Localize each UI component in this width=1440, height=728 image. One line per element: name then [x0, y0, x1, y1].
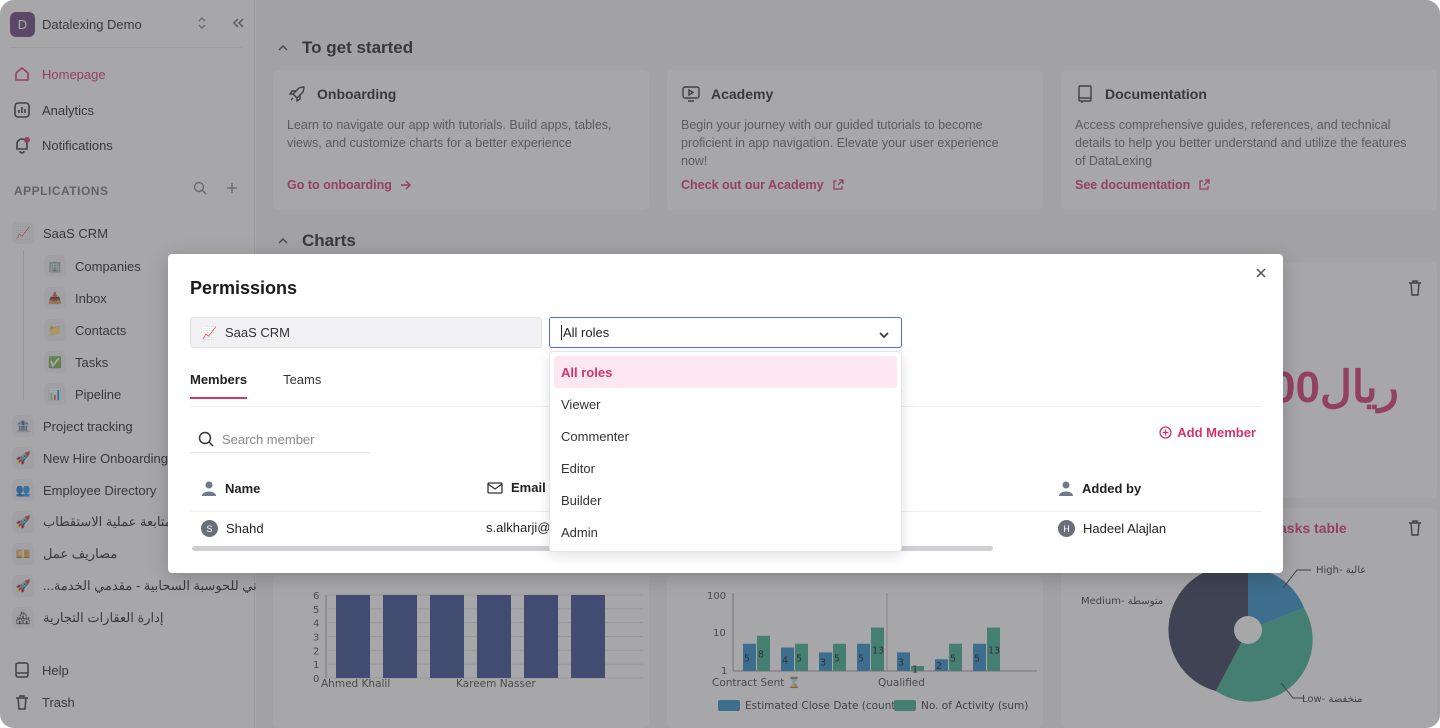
role-option-admin[interactable]: Admin [561, 524, 598, 540]
column-header-added-by[interactable]: Added by [1058, 480, 1141, 496]
chevron-down-icon [879, 327, 889, 342]
role-option-builder[interactable]: Builder [561, 492, 602, 508]
member-email: s.alkharji@ [486, 520, 551, 535]
column-label: Name [225, 480, 261, 496]
mail-icon [487, 481, 503, 494]
app-emoji: 📈 [202, 325, 217, 340]
plus-circle-icon [1159, 426, 1172, 439]
role-option-all-roles[interactable]: All roles [554, 356, 897, 388]
role-option-editor[interactable]: Editor [561, 460, 595, 476]
added-by-cell: H Hadeel Alajlan [1058, 520, 1166, 537]
role-dropdown-menu: All roles Viewer Commenter Editor Builde… [549, 351, 902, 552]
column-header-name[interactable]: Name [201, 480, 260, 496]
column-label: Email [511, 480, 546, 495]
column-header-email[interactable]: Email [487, 480, 546, 495]
search-member-input[interactable] [222, 431, 362, 447]
member-name: Shahd [226, 521, 264, 536]
tab-teams[interactable]: Teams [283, 372, 322, 387]
user-icon [1058, 480, 1074, 496]
add-member-label: Add Member [1177, 425, 1256, 440]
search-icon [198, 431, 214, 447]
avatar: S [201, 520, 218, 537]
app-field-value: SaaS CRM [224, 325, 290, 340]
add-member-button[interactable]: Add Member [1159, 425, 1256, 440]
user-icon [201, 480, 217, 496]
app-field: 📈 SaaS CRM [190, 317, 542, 348]
column-label: Added by [1082, 480, 1142, 496]
member-name-cell: S Shahd [201, 520, 264, 537]
modal-title: Permissions [190, 278, 298, 298]
member-email-cell: s.alkharji@ [486, 520, 551, 535]
member-search[interactable] [190, 426, 370, 453]
role-option-viewer[interactable]: Viewer [561, 396, 601, 412]
close-icon[interactable] [1255, 266, 1267, 284]
tab-members[interactable]: Members [190, 372, 248, 399]
role-option-commenter[interactable]: Commenter [561, 428, 629, 444]
added-by-name: Hadeel Alajlan [1083, 521, 1167, 536]
role-select-value: All roles [561, 325, 610, 340]
avatar: H [1058, 520, 1075, 537]
role-select[interactable]: All roles [549, 317, 902, 348]
